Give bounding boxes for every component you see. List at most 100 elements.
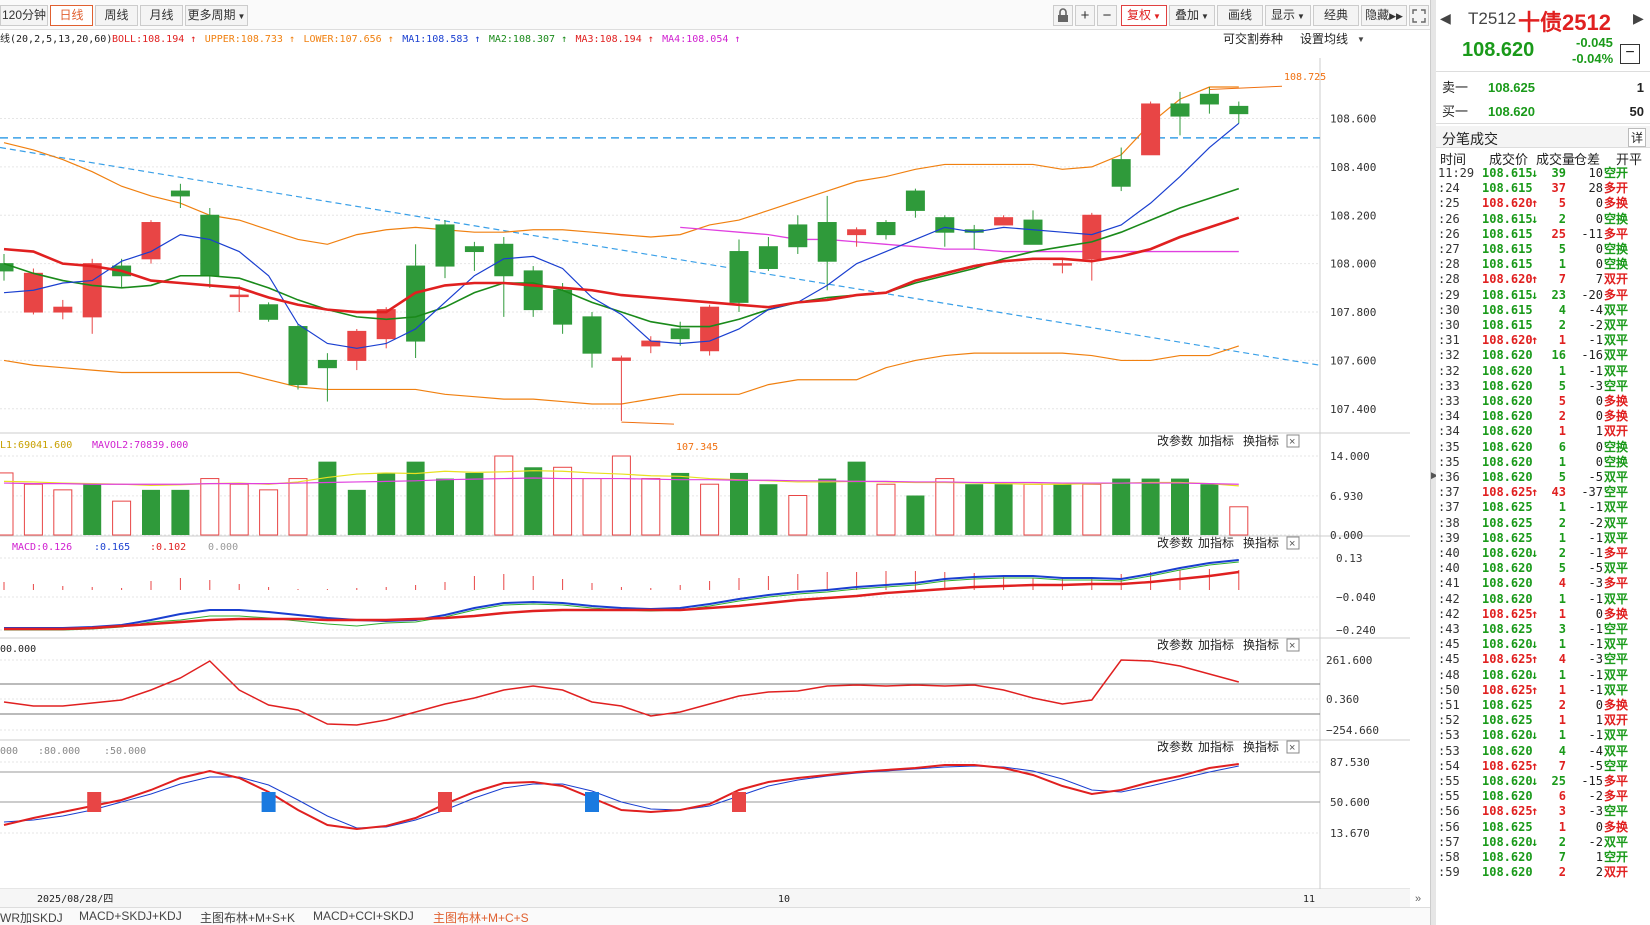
add-indicator-button[interactable]: 加指标 [1198, 535, 1234, 550]
volume-bar[interactable] [229, 483, 249, 536]
classic-button[interactable]: 经典 [1313, 5, 1359, 26]
candle[interactable] [700, 306, 720, 352]
next-contract-icon[interactable]: ▶ [1633, 10, 1644, 26]
candlestick-chart[interactable]: 线(20,2,5,13,20,60) BOLL:108.194 ↑ UPPER:1… [0, 30, 1430, 907]
volume-bar[interactable] [1112, 478, 1131, 535]
volume-bar[interactable] [965, 484, 984, 535]
volume-bar[interactable] [200, 478, 220, 536]
candle[interactable] [53, 306, 73, 313]
candle[interactable] [464, 246, 484, 253]
switch-indicator-button[interactable]: 换指标 [1243, 739, 1279, 754]
volume-bar[interactable] [1053, 484, 1072, 535]
period-120min-button[interactable]: 120分钟 [0, 5, 48, 26]
fullscreen-icon[interactable] [1409, 5, 1429, 26]
candle[interactable] [1141, 103, 1161, 156]
volume-bar[interactable] [83, 484, 102, 535]
candle[interactable] [406, 265, 426, 342]
volume-bar[interactable] [935, 478, 955, 536]
minimize-icon[interactable]: − [1620, 44, 1640, 64]
volume-bar[interactable] [700, 483, 720, 536]
candle[interactable] [288, 326, 308, 386]
candle[interactable] [905, 190, 925, 211]
volume-bar[interactable] [465, 472, 484, 535]
add-indicator-button[interactable]: 加指标 [1198, 637, 1234, 652]
period-month-button[interactable]: 月线 [140, 5, 183, 26]
candle[interactable] [553, 289, 573, 325]
candle[interactable] [670, 328, 690, 340]
candle[interactable] [200, 214, 220, 277]
candle[interactable] [1082, 214, 1102, 260]
candle[interactable] [817, 222, 837, 262]
volume-bar[interactable] [788, 495, 808, 536]
volume-bar[interactable] [730, 472, 748, 535]
candle[interactable] [229, 294, 249, 298]
set-ma-dropdown[interactable]: 设置均线 [1300, 32, 1348, 46]
volume-bar[interactable] [377, 472, 396, 535]
volume-bar[interactable] [847, 461, 866, 535]
candle[interactable] [1023, 219, 1043, 245]
volume-bar[interactable] [259, 489, 279, 536]
volume-bar[interactable] [641, 478, 661, 536]
candle[interactable] [758, 246, 778, 269]
candle[interactable] [994, 217, 1014, 226]
switch-indicator-button[interactable]: 换指标 [1243, 433, 1279, 448]
trend-line[interactable] [0, 146, 1321, 366]
volume-bar[interactable] [876, 483, 896, 536]
switch-indicator-button[interactable]: 换指标 [1243, 637, 1279, 652]
display-dropdown[interactable]: 显示 ▼ [1265, 5, 1311, 26]
period-week-button[interactable]: 周线 [95, 5, 138, 26]
volume-bar[interactable] [1229, 506, 1249, 536]
change-params-button[interactable]: 改参数 [1157, 535, 1193, 550]
candle[interactable] [1111, 159, 1131, 187]
change-params-button[interactable]: 改参数 [1157, 433, 1193, 448]
scroll-right-icon[interactable]: » [1415, 893, 1421, 905]
zoom-in-icon[interactable]: + [1075, 5, 1095, 26]
close-panel-icon[interactable] [1286, 536, 1300, 550]
volume-bar[interactable] [1171, 478, 1189, 535]
candle[interactable] [1170, 103, 1190, 117]
tab-macd-cci-skdj[interactable]: MACD+CCI+SKDJ [313, 909, 414, 923]
volume-bar[interactable] [553, 466, 573, 536]
volume-bar[interactable] [818, 478, 837, 535]
volume-bar[interactable] [23, 483, 43, 536]
volume-bar[interactable] [494, 455, 514, 536]
candle[interactable] [582, 316, 602, 354]
volume-bar[interactable] [288, 478, 308, 536]
candle[interactable] [788, 224, 808, 248]
candle[interactable] [23, 272, 43, 313]
hide-button[interactable]: 隐藏▶▶ [1361, 5, 1407, 26]
change-params-button[interactable]: 改参数 [1157, 739, 1193, 754]
candle[interactable] [435, 224, 455, 267]
volume-bar[interactable] [436, 478, 454, 535]
panel-splitter[interactable]: ▶ [1430, 0, 1438, 925]
volume-bar[interactable] [142, 489, 160, 535]
add-indicator-button[interactable]: 加指标 [1198, 739, 1234, 754]
volume-bar[interactable] [611, 455, 631, 536]
close-panel-icon[interactable] [1286, 638, 1300, 652]
candle[interactable] [170, 190, 190, 197]
overlay-dropdown[interactable]: 叠加 ▼ [1169, 5, 1215, 26]
candle[interactable] [729, 251, 749, 303]
candle[interactable] [1199, 93, 1219, 105]
candle[interactable] [141, 222, 161, 260]
candle[interactable] [82, 263, 102, 318]
adjust-dropdown[interactable]: 复权 ▼ [1121, 5, 1167, 26]
volume-bar[interactable] [582, 478, 602, 536]
candle[interactable] [523, 270, 543, 311]
chart-area[interactable]: 线(20,2,5,13,20,60) BOLL:108.194 ↑ UPPER:1… [0, 30, 1430, 907]
detail-button[interactable]: 详 [1627, 128, 1646, 147]
volume-bar[interactable] [112, 500, 132, 536]
tab-boll-m-c-s[interactable]: 主图布林+M+C+S [433, 911, 529, 925]
volume-bar[interactable] [1200, 484, 1219, 535]
lock-icon[interactable] [1053, 5, 1073, 26]
add-indicator-button[interactable]: 加指标 [1198, 433, 1234, 448]
volume-bar[interactable] [53, 489, 73, 536]
volume-bar[interactable] [1023, 483, 1043, 536]
candle[interactable] [376, 309, 396, 340]
volume-bar[interactable] [1082, 483, 1102, 536]
volume-bar[interactable] [347, 489, 366, 535]
close-panel-icon[interactable] [1286, 434, 1300, 448]
volume-bar[interactable] [1141, 478, 1160, 535]
candle[interactable] [876, 222, 896, 236]
volume-bar[interactable] [0, 472, 14, 536]
